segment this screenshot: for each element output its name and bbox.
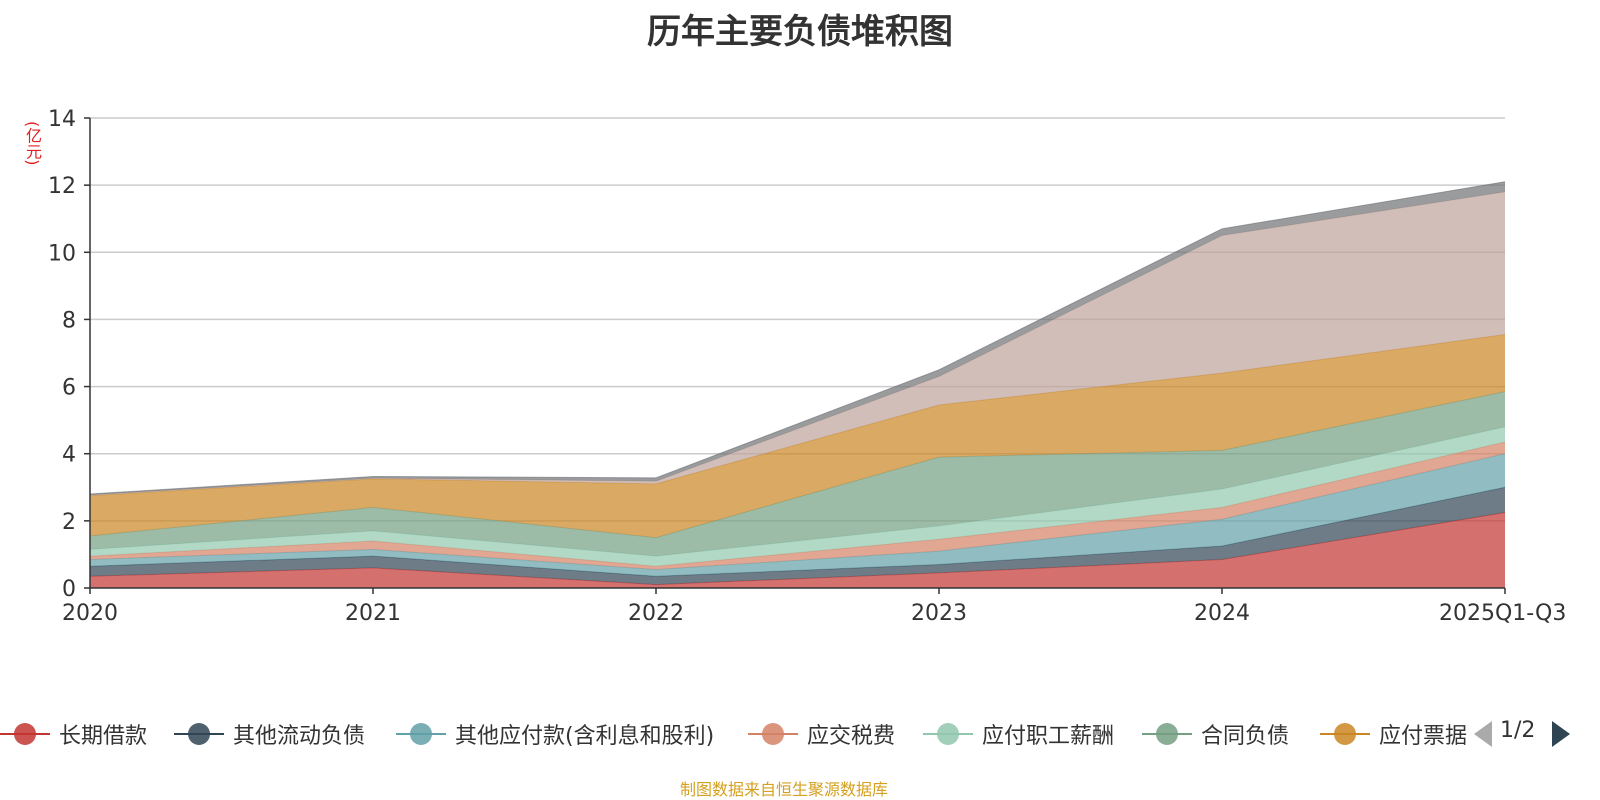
area-series-edge-1 — [89, 486, 1506, 577]
legend-label: 其他流动负债 — [233, 724, 366, 749]
legend-prev-page-icon[interactable] — [1472, 719, 1494, 749]
legend-marker-icon — [923, 723, 973, 745]
legend-marker-icon — [174, 723, 224, 745]
area-series-4[interactable] — [90, 426, 1505, 567]
y-tick-label: 4 — [62, 443, 76, 468]
y-tick-label: 14 — [48, 107, 76, 132]
y-tick-label: 6 — [62, 376, 76, 401]
legend-item[interactable]: 应付票据 — [1320, 714, 1467, 754]
area-series-2[interactable] — [90, 453, 1505, 577]
legend-next-page-icon[interactable] — [1550, 719, 1572, 749]
legend-page-indicator: 1/2 — [1500, 718, 1536, 743]
y-tick-label: 12 — [48, 174, 76, 199]
chart-title: 历年主要负债堆积图 — [647, 12, 953, 52]
legend-label: 合同负债 — [1201, 724, 1290, 749]
area-series-7[interactable] — [90, 191, 1505, 496]
legend-label: 其他应付款(含利息和股利) — [455, 724, 715, 749]
y-tick-label: 0 — [62, 577, 76, 602]
x-tick-label: 2020 — [62, 601, 118, 626]
legend-item[interactable]: 合同负债 — [1142, 714, 1289, 754]
legend-marker-icon — [1142, 723, 1192, 745]
legend-item[interactable]: 其他应付款(含利息和股利) — [396, 714, 714, 754]
area-series-1[interactable] — [90, 487, 1505, 585]
x-tick-label: 2023 — [911, 601, 967, 626]
x-tick-label: 2025Q1-Q3 — [1439, 601, 1566, 626]
area-series-6[interactable] — [90, 334, 1505, 538]
y-tick-label: 2 — [62, 510, 76, 535]
legend: 应付票据 1/2 长期借款 其他流动负债 其他应付款(含利息和股利) 应交税费 应付职工… — [0, 714, 1600, 754]
legend-label: 应付职工薪酬 — [982, 724, 1115, 749]
legend-item[interactable]: 其他流动负债 — [174, 714, 365, 754]
stacked-areas — [89, 181, 1506, 589]
legend-item[interactable]: 应交税费 — [748, 714, 895, 754]
legend-clip: 应付票据 — [1320, 714, 1480, 754]
legend-item[interactable]: 长期借款 — [0, 714, 147, 754]
legend-label: 应交税费 — [807, 724, 896, 749]
legend-marker-icon — [396, 723, 446, 745]
legend-marker-icon — [1320, 723, 1370, 745]
source-note: 制图数据来自恒生聚源数据库 — [679, 780, 888, 799]
x-tick-label: 2021 — [345, 601, 401, 626]
legend-label: 应付票据 — [1379, 724, 1468, 749]
legend-label: 长期借款 — [59, 724, 148, 749]
legend-marker-icon — [0, 723, 50, 745]
area-series-0[interactable] — [90, 512, 1505, 589]
x-tick-label: 2024 — [1194, 601, 1250, 626]
x-tick-label: 2022 — [628, 601, 684, 626]
legend-marker-icon — [748, 723, 798, 745]
y-tick-label: 8 — [62, 308, 76, 333]
area-series-8[interactable] — [90, 181, 1505, 496]
legend-item[interactable]: 应付职工薪酬 — [923, 714, 1114, 754]
axes: 0 2 4 6 8 10 12 14 2020 2021 2022 2023 2024 2025Q1-Q3 — [48, 107, 1566, 626]
y-axis-unit-label: (亿元) — [23, 121, 42, 166]
area-series-edge-8 — [89, 181, 1506, 495]
y-tick-label: 10 — [48, 241, 76, 266]
